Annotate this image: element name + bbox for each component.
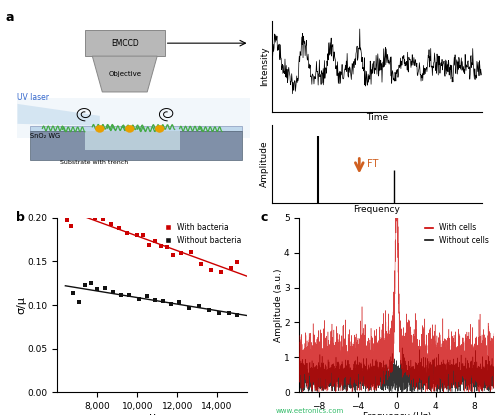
Point: [101, 285, 109, 292]
X-axis label: μ: μ: [149, 412, 156, 415]
Point: [175, 298, 183, 305]
Point: [135, 295, 143, 302]
Y-axis label: Intensity: Intensity: [260, 46, 269, 86]
Point: [167, 301, 175, 308]
Text: Substrate with trench: Substrate with trench: [60, 160, 128, 165]
Text: FT: FT: [367, 159, 378, 169]
Point: [91, 215, 99, 221]
Text: b: b: [15, 211, 24, 224]
Point: [151, 237, 159, 244]
Text: Objective: Objective: [108, 71, 141, 77]
Point: [159, 298, 167, 304]
X-axis label: Time: Time: [366, 113, 388, 122]
Text: SnO₂ WG: SnO₂ WG: [30, 133, 60, 139]
Point: [195, 303, 203, 310]
Point: [145, 242, 153, 249]
Bar: [85, 131, 180, 150]
Legend: With bacteria, Without bacteria: With bacteria, Without bacteria: [164, 222, 243, 247]
Text: a: a: [5, 11, 14, 24]
Point: [163, 244, 171, 251]
Point: [207, 267, 215, 273]
Point: [81, 281, 89, 288]
Text: EMCCD: EMCCD: [111, 39, 139, 48]
Point: [133, 232, 141, 239]
Point: [115, 225, 123, 232]
Point: [69, 290, 77, 296]
Point: [205, 307, 213, 314]
Point: [73, 207, 81, 213]
Text: UV laser: UV laser: [17, 93, 49, 102]
Circle shape: [95, 125, 104, 132]
Y-axis label: Amplitude (a.u.): Amplitude (a.u.): [273, 268, 282, 342]
Point: [197, 261, 205, 268]
Point: [177, 250, 185, 257]
Point: [79, 205, 87, 212]
Polygon shape: [92, 56, 157, 92]
Point: [139, 232, 147, 239]
Point: [107, 220, 115, 227]
Circle shape: [155, 125, 164, 132]
Point: [143, 292, 151, 299]
X-axis label: Frequency: Frequency: [353, 205, 400, 214]
Point: [215, 310, 223, 317]
Point: [157, 242, 165, 249]
Point: [187, 249, 195, 255]
Circle shape: [125, 125, 134, 132]
Point: [85, 206, 93, 213]
Point: [125, 292, 133, 298]
Bar: [30, 126, 242, 131]
Point: [63, 217, 71, 224]
Point: [109, 289, 117, 296]
Polygon shape: [17, 98, 250, 138]
X-axis label: Frequency (Hz): Frequency (Hz): [363, 412, 431, 415]
Text: c: c: [260, 211, 268, 224]
Point: [99, 216, 107, 222]
Legend: With cells, Without cells: With cells, Without cells: [424, 222, 490, 247]
Bar: [30, 131, 242, 160]
Point: [185, 305, 193, 312]
FancyBboxPatch shape: [85, 30, 165, 56]
Point: [75, 299, 83, 306]
Point: [227, 264, 235, 271]
Point: [169, 252, 177, 259]
Y-axis label: Amplitude: Amplitude: [260, 141, 269, 187]
Point: [93, 285, 101, 292]
Point: [233, 312, 241, 319]
Point: [87, 279, 95, 286]
Point: [117, 292, 125, 298]
Point: [225, 310, 233, 317]
Point: [217, 269, 225, 276]
Polygon shape: [17, 104, 100, 126]
Y-axis label: σ/μ: σ/μ: [16, 296, 26, 314]
Text: www.eetronics.com: www.eetronics.com: [275, 408, 343, 414]
Point: [123, 229, 131, 236]
Point: [151, 297, 159, 303]
Point: [67, 222, 75, 229]
Point: [233, 259, 241, 265]
